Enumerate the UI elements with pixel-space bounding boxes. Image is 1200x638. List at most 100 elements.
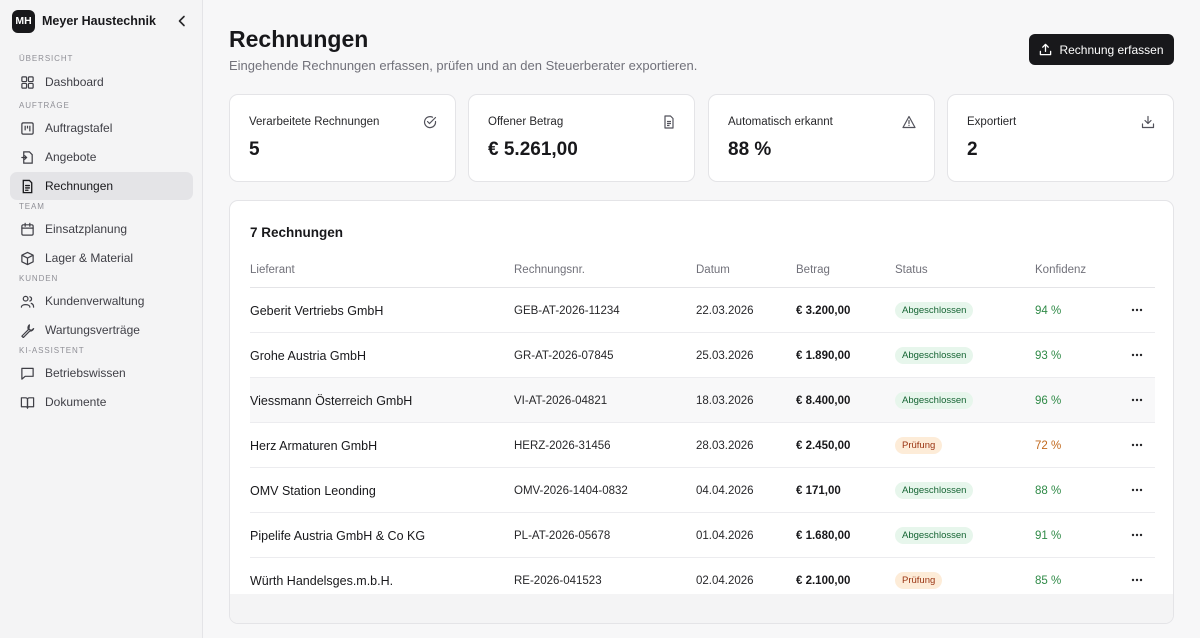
chevron-left-icon[interactable] [174, 13, 190, 29]
status-cell: Abgeschlossen [895, 513, 974, 558]
upload-icon [1040, 43, 1052, 56]
date-cell: 25.03.2026 [696, 349, 754, 362]
table-row[interactable]: Herz Armaturen GmbH HERZ-2026-31456 28.0… [250, 423, 1155, 468]
table-row[interactable]: Geberit Vertriebs GmbH GEB-AT-2026-11234… [250, 288, 1155, 333]
date-cell: 28.03.2026 [696, 439, 754, 452]
table-header: Lieferant Rechnungsnr. Datum Betrag Stat… [250, 255, 1155, 288]
sidebar-item-label: Einsatzplanung [45, 222, 128, 236]
amount-cell: € 2.450,00 [796, 439, 851, 452]
sidebar-item-invoices[interactable]: Rechnungen [10, 172, 193, 200]
stat-label: Automatisch erkannt [728, 116, 833, 128]
check-circle-icon [423, 116, 437, 129]
more-horizontal-icon[interactable] [1129, 572, 1145, 588]
message-square-icon [21, 367, 34, 380]
sidebar-item-label: Rechnungen [45, 179, 114, 193]
column-header-date[interactable]: Datum [696, 264, 730, 276]
vendor-cell: Herz Armaturen GmbH [250, 438, 378, 453]
date-cell: 01.04.2026 [696, 529, 754, 542]
status-badge: Abgeschlossen [895, 482, 974, 499]
date-cell: 22.03.2026 [696, 304, 754, 317]
add-invoice-button-label: Rechnung erfassen [1059, 42, 1164, 57]
status-cell: Prüfung [895, 558, 943, 594]
table-footer [230, 594, 1173, 623]
sidebar-item-inventory[interactable]: Lager & Material [10, 244, 193, 272]
more-horizontal-icon[interactable] [1129, 482, 1145, 498]
sidebar-item-dashboard[interactable]: Dashboard [10, 68, 193, 96]
table-row[interactable]: Pipelife Austria GmbH & Co KG PL-AT-2026… [250, 513, 1155, 558]
sidebar-item-label: Wartungsverträge [45, 323, 140, 337]
sidebar-item-contracts[interactable]: Wartungsverträge [10, 316, 193, 344]
table-body: Geberit Vertriebs GmbH GEB-AT-2026-11234… [250, 288, 1155, 594]
more-horizontal-icon[interactable] [1129, 527, 1145, 543]
status-badge: Abgeschlossen [895, 527, 974, 544]
section-label-orders: Aufträge [19, 101, 70, 110]
users-icon [20, 295, 35, 308]
add-invoice-button[interactable]: Rechnung erfassen [1029, 34, 1174, 65]
table-row[interactable]: Viessmann Österreich GmbH VI-AT-2026-048… [250, 378, 1155, 423]
more-horizontal-icon[interactable] [1129, 302, 1145, 318]
file-text-icon [22, 179, 33, 193]
stat-label: Verarbeitete Rechnungen [249, 116, 380, 128]
sidebar-item-quotes[interactable]: Angebote [10, 143, 193, 171]
section-label-overview: Übersicht [19, 54, 74, 63]
status-cell: Abgeschlossen [895, 468, 974, 513]
section-label-customers: Kunden [19, 274, 59, 283]
section-label-ai: KI-Assistent [19, 346, 85, 355]
sidebar-item-scheduling[interactable]: Einsatzplanung [10, 215, 193, 243]
column-header-status[interactable]: Status [895, 264, 928, 276]
sidebar-item-label: Angebote [45, 150, 97, 164]
stat-value: 2 [967, 139, 978, 160]
sidebar-item-label: Kundenverwaltung [45, 294, 145, 308]
column-header-confidence[interactable]: Konfidenz [1035, 264, 1087, 276]
calendar-icon [21, 222, 34, 236]
stat-card-open-amount: Offener Betrag € 5.261,00 [468, 94, 695, 182]
status-cell: Prüfung [895, 423, 943, 468]
sidebar-item-knowledge[interactable]: Betriebswissen [10, 359, 193, 387]
more-horizontal-icon[interactable] [1129, 347, 1145, 363]
sidebar-item-documents[interactable]: Dokumente [10, 388, 193, 416]
page-title: Rechnungen [229, 26, 369, 52]
invoice-number-cell: OMV-2026-1404-0832 [514, 484, 628, 497]
vendor-cell: Viessmann Österreich GmbH [250, 393, 413, 408]
table-row[interactable]: Grohe Austria GmbH GR-AT-2026-07845 25.0… [250, 333, 1155, 378]
confidence-cell: 72 % [1035, 439, 1062, 452]
invoice-number-cell: PL-AT-2026-05678 [514, 529, 611, 542]
column-header-vendor[interactable]: Lieferant [250, 264, 295, 276]
vendor-cell: Pipelife Austria GmbH & Co KG [250, 528, 426, 543]
more-horizontal-icon[interactable] [1129, 392, 1145, 408]
date-cell: 04.04.2026 [696, 484, 754, 497]
document-icon [664, 115, 674, 129]
download-icon [1141, 115, 1155, 129]
amount-cell: € 3.200,00 [796, 304, 851, 317]
amount-cell: € 8.400,00 [796, 394, 851, 407]
table-row[interactable]: OMV Station Leonding OMV-2026-1404-0832 … [250, 468, 1155, 513]
status-cell: Abgeschlossen [895, 378, 974, 423]
more-horizontal-icon[interactable] [1129, 437, 1145, 453]
confidence-cell: 91 % [1035, 529, 1062, 542]
confidence-cell: 94 % [1035, 304, 1062, 317]
file-plus-icon [21, 150, 33, 164]
invoice-number-cell: VI-AT-2026-04821 [514, 394, 608, 407]
brand-logo: MH [12, 9, 35, 33]
confidence-cell: 88 % [1035, 484, 1062, 497]
column-header-number[interactable]: Rechnungsnr. [514, 264, 585, 276]
sidebar-item-customers[interactable]: Kundenverwaltung [10, 287, 193, 315]
sidebar-item-label: Auftragstafel [45, 121, 113, 135]
status-badge: Abgeschlossen [895, 302, 974, 319]
table-row[interactable]: Würth Handelsges.m.b.H. RE-2026-041523 0… [250, 558, 1155, 594]
vendor-cell: Geberit Vertriebs GmbH [250, 303, 384, 318]
column-header-amount[interactable]: Betrag [796, 264, 830, 276]
stat-label: Exportiert [967, 116, 1017, 128]
status-badge: Prüfung [895, 437, 943, 454]
status-badge: Abgeschlossen [895, 347, 974, 364]
sidebar-item-order-board[interactable]: Auftragstafel [10, 114, 193, 142]
invoice-number-cell: GR-AT-2026-07845 [514, 349, 614, 362]
status-cell: Abgeschlossen [895, 288, 974, 333]
amount-cell: € 2.100,00 [796, 574, 851, 587]
confidence-cell: 85 % [1035, 574, 1062, 587]
stat-card-processed: Verarbeitete Rechnungen 5 [229, 94, 456, 182]
book-open-icon [20, 396, 35, 409]
sidebar-item-label: Dashboard [45, 75, 104, 89]
date-cell: 18.03.2026 [696, 394, 754, 407]
status-badge: Prüfung [895, 572, 943, 589]
